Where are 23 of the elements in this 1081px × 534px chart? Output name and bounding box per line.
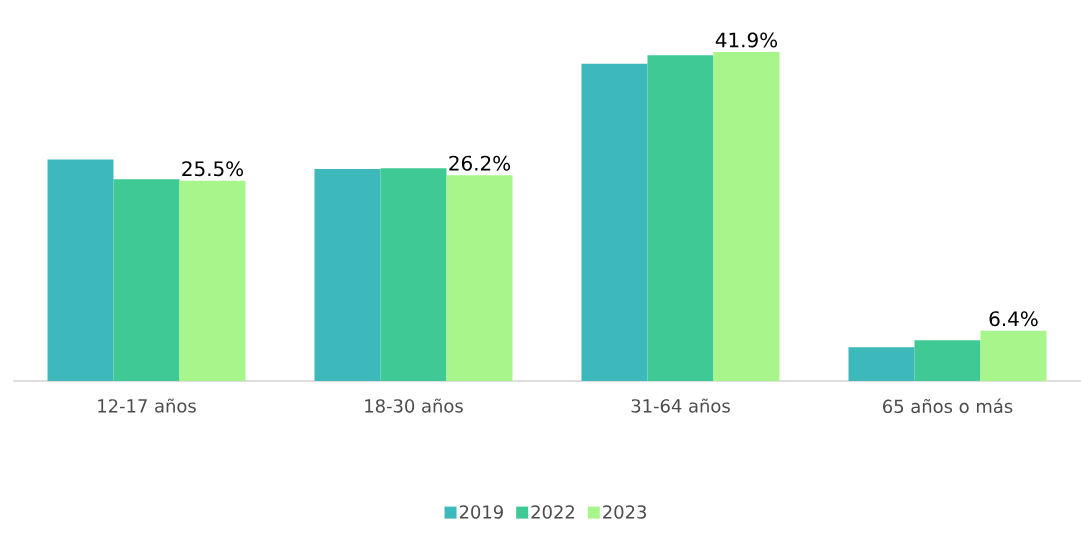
bar: [914, 340, 981, 381]
x-tick-label: 12-17 años: [98, 398, 196, 413]
bar: [980, 330, 1047, 381]
bar: [380, 168, 447, 381]
bar: [713, 52, 780, 381]
data-label: 6.4%: [989, 311, 1038, 327]
data-label: 41.9%: [715, 32, 778, 48]
bar: [581, 63, 648, 381]
x-tick-label: 65 años o más: [883, 398, 1013, 414]
bar: [647, 55, 714, 381]
data-label: 25.5%: [182, 161, 244, 177]
bar: [314, 168, 381, 381]
bar: [179, 180, 246, 381]
bar: [848, 347, 915, 381]
legend-label: 2019: [459, 505, 503, 519]
bar: [47, 159, 114, 381]
bar: [113, 179, 180, 381]
x-tick-label: 31-64 años: [631, 398, 730, 413]
legend-label: 2022: [531, 505, 574, 519]
x-tick-label: 18-30 años: [365, 398, 463, 413]
bar: [446, 175, 513, 381]
data-label: 26.2%: [449, 155, 511, 171]
legend-label: 2023: [603, 505, 646, 519]
